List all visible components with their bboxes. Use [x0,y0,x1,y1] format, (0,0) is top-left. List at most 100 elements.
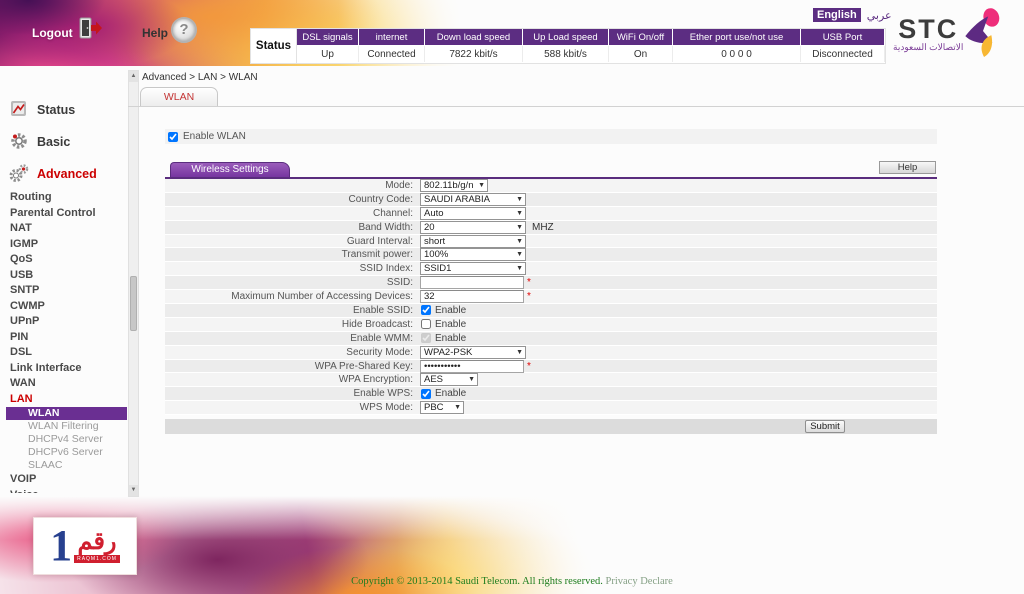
enable-wmm-checkbox[interactable] [421,333,431,344]
required-asterisk: * [527,277,531,289]
sidebar-item-pin[interactable]: PIN [10,330,29,343]
sidebar-item-basic[interactable]: Basic [0,126,127,158]
sidebar-item-wan[interactable]: WAN [10,377,36,389]
select-dropdown-icon: ▼ [516,265,523,273]
form-label-enable-wps: Enable WPS: [353,388,413,400]
enable-wlan-label: Enable WLAN [183,131,246,142]
form-label-ssid-index: SSID Index: [359,263,413,275]
status-col-value-down-load-speed: 7822 kbit/s [425,46,523,62]
stc-swoosh-icon [963,6,1003,63]
tab-wlan[interactable]: WLAN [140,87,218,106]
submit-bar: Submit [165,419,937,435]
form-row-wps-mode: WPS Mode: PBC ▼ [165,401,937,416]
panel-title-underline [165,177,937,179]
sidebar-item-dsl[interactable]: DSL [10,346,32,358]
form-control-ssid-index: SSID1 ▼ [420,262,526,276]
sidebar-item-voice[interactable]: Voice [0,488,127,493]
hide-broadcast-checkbox[interactable] [421,319,431,330]
scrollbar-up-icon[interactable]: ▲ [129,71,138,82]
form-label-wpa-encryption: WPA Encryption: [338,374,413,386]
sidebar-item-dhcpv6-server[interactable]: DHCPv6 Server [28,446,103,458]
content-scrollbar[interactable]: ▲ ▼ [128,70,139,497]
sidebar-item-voip[interactable]: VOIP [10,473,37,485]
form-control-enable-ssid: Enable [420,305,466,316]
logout-door-icon[interactable] [78,17,102,46]
language-arabic[interactable]: عربي [866,9,892,22]
sidebar-item-wlan[interactable]: WLAN [6,407,127,420]
transmit-power-select[interactable]: 100% ▼ [420,248,526,262]
sidebar-item-sntp[interactable]: SNTP [10,284,40,296]
sidebar-item-slaac[interactable]: SLAAC [28,459,63,471]
status-col-value-usb-port: Disconnected [801,46,885,62]
form-row-guard-interval: Guard Interval: short ▼ [165,234,937,249]
form-label-ssid: SSID: [386,277,413,289]
sidebar-item-usb[interactable]: USB [10,268,34,281]
sidebar-item-wlan-filtering[interactable]: WLAN Filtering [28,420,99,432]
privacy-declare-link[interactable]: Privacy Declare [605,576,673,587]
form-control-channel: Auto ▼ [420,206,526,220]
form-row-mode: Mode: 802.11b/g/n ▼ [165,178,937,193]
enable-wlan-checkbox[interactable] [168,131,178,142]
form-label-mode: Mode: [385,179,413,191]
wpa-pre-shared-key-input[interactable] [420,359,524,373]
stc-logo-text: STC [898,14,959,44]
status-col-value-wifi-on-off: On [609,46,673,62]
status-col-header-dsl-signals: DSL signals [297,29,359,46]
sidebar-item-upnp[interactable]: UPnP [10,315,40,327]
country-code-select[interactable]: SAUDI ARABIA ▼ [420,192,526,206]
form-row-band-width: Band Width: 20 ▼ MHZ [165,220,937,235]
stc-logo: STC الاتصالات السعودية [893,6,1003,63]
sidebar-item-cwmp[interactable]: CWMP [10,299,45,312]
selected-value: SAUDI ARABIA [424,193,490,205]
mode-select[interactable]: 802.11b/g/n ▼ [420,178,488,192]
scrollbar-down-icon[interactable]: ▼ [129,485,138,496]
help-button[interactable]: Help [142,26,169,40]
form-control-enable-wps: Enable [420,388,466,399]
guard-interval-select[interactable]: short ▼ [420,234,526,248]
sidebar-item-link-interface[interactable]: Link Interface [10,361,82,374]
form-label-wpa-pre-shared-key: WPA Pre-Shared Key: [314,360,413,372]
sidebar-menu: Status Basic Advanced Routing Parental Contr… [0,70,127,497]
select-dropdown-icon: ▼ [516,195,523,203]
sidebar-item-dhcpv4-server[interactable]: DHCPv4 Server [28,433,103,445]
language-english[interactable]: English [813,8,861,22]
submit-button[interactable]: Submit [805,420,845,434]
security-mode-select[interactable]: WPA2-PSK ▼ [420,345,526,359]
status-table-row-header: Status [251,29,297,63]
enable-ssid-checkbox[interactable] [421,305,431,316]
form-label-security-mode: Security Mode: [346,346,413,358]
wps-mode-select[interactable]: PBC ▼ [420,401,464,415]
sidebar-item-routing[interactable]: Routing [10,191,52,203]
panel-help-button[interactable]: Help [879,161,936,174]
sidebar-item-lan[interactable]: LAN [10,392,33,405]
sidebar-item-advanced[interactable]: Advanced [0,158,127,190]
enable-wps-checkbox[interactable] [421,388,431,399]
maximum-number-of-accessing-devices-input[interactable] [420,290,524,304]
sidebar-item-nat[interactable]: NAT [10,222,32,234]
form-control-wpa-encryption: AES ▼ [420,373,478,387]
sidebar-item-parental-control[interactable]: Parental Control [10,206,96,219]
form-label-enable-ssid: Enable SSID: [352,304,413,316]
band-width-select[interactable]: 20 ▼ [420,220,526,234]
sidebar-item-status[interactable]: Status [0,94,127,126]
checkbox-label: Enable [435,318,467,330]
sidebar-item-igmp[interactable]: IGMP [10,237,39,250]
logout-button[interactable]: Logout [32,26,73,40]
sidebar-item-qos[interactable]: QoS [10,253,33,265]
checkbox-label: Enable [435,388,467,400]
scrollbar-thumb[interactable] [130,276,137,331]
ssid-index-select[interactable]: SSID1 ▼ [420,262,526,276]
form-row-hide-broadcast: Hide Broadcast: Enable [165,317,937,332]
form-control-security-mode: WPA2-PSK ▼ [420,345,526,359]
form-label-guard-interval: Guard Interval: [346,235,413,247]
form-row-country-code: Country Code: SAUDI ARABIA ▼ [165,192,937,207]
form-row-transmit-power: Transmit power: 100% ▼ [165,248,937,263]
wpa-encryption-select[interactable]: AES ▼ [420,373,478,387]
channel-select[interactable]: Auto ▼ [420,206,526,220]
select-dropdown-icon: ▼ [478,181,485,189]
help-question-icon[interactable]: ? [171,17,197,43]
form-label-maximum-number-of-accessing-devices: Maximum Number of Accessing Devices: [231,291,413,303]
status-col-header-internet: internet [359,29,425,46]
ssid-input[interactable] [420,276,524,290]
form-row-enable-wmm: Enable WMM: Enable [165,331,937,346]
